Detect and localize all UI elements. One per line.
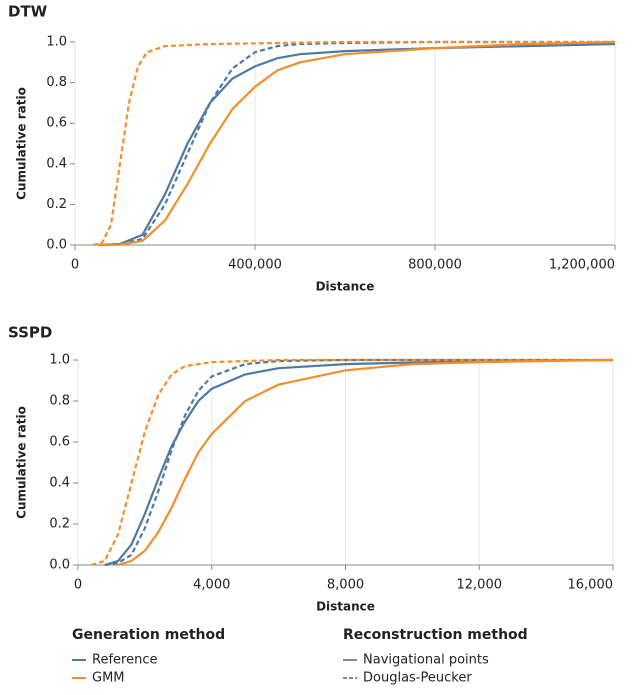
y-tick-label: 0.4 bbox=[46, 156, 67, 171]
y-tick-label: 0.6 bbox=[46, 116, 67, 131]
cdf-line bbox=[92, 40, 615, 247]
y-axis-label: Cumulative ratio bbox=[15, 406, 29, 519]
cdf-line bbox=[91, 358, 613, 567]
y-tick-label: 0.8 bbox=[49, 394, 70, 409]
x-tick-label: 4,000 bbox=[193, 578, 230, 593]
x-axis-label: Distance bbox=[316, 600, 375, 614]
legend-title: Reconstruction method bbox=[343, 627, 528, 643]
y-tick-label: 1.0 bbox=[49, 353, 70, 368]
chart-title: DTW bbox=[8, 3, 48, 21]
legend-title: Generation method bbox=[72, 627, 225, 643]
cdf-line bbox=[97, 40, 616, 247]
x-tick-label: 800,000 bbox=[408, 258, 462, 273]
y-tick-label: 0.2 bbox=[46, 197, 67, 212]
legend-label: Douglas-Peucker bbox=[363, 671, 472, 686]
cdf-line bbox=[104, 358, 613, 567]
y-tick-label: 0.4 bbox=[49, 476, 70, 491]
chart-title: SSPD bbox=[8, 324, 52, 342]
x-tick-label: 0 bbox=[74, 578, 82, 593]
x-tick-label: 0 bbox=[71, 258, 79, 273]
y-tick-label: 0.2 bbox=[49, 517, 70, 532]
x-tick-label: 8,000 bbox=[327, 578, 364, 593]
cdf-line bbox=[117, 358, 614, 567]
legend-label: GMM bbox=[92, 671, 125, 686]
x-tick-label: 12,000 bbox=[457, 578, 503, 593]
y-tick-label: 0.0 bbox=[46, 238, 67, 253]
x-tick-label: 16,000 bbox=[568, 578, 614, 593]
x-axis-label: Distance bbox=[316, 280, 375, 294]
cdf-line bbox=[97, 40, 615, 247]
y-tick-label: 1.0 bbox=[46, 35, 67, 50]
y-axis-label: Cumulative ratio bbox=[15, 87, 29, 200]
x-tick-label: 400,000 bbox=[228, 258, 282, 273]
legend-label: Navigational points bbox=[363, 653, 489, 668]
x-tick-label: 1,200,000 bbox=[549, 258, 615, 273]
cdf-line bbox=[104, 358, 614, 567]
legend-label: Reference bbox=[92, 653, 157, 668]
cdf-line bbox=[97, 42, 616, 247]
y-tick-label: 0.8 bbox=[46, 75, 67, 90]
y-tick-label: 0.6 bbox=[49, 435, 70, 450]
y-tick-label: 0.0 bbox=[49, 558, 70, 573]
